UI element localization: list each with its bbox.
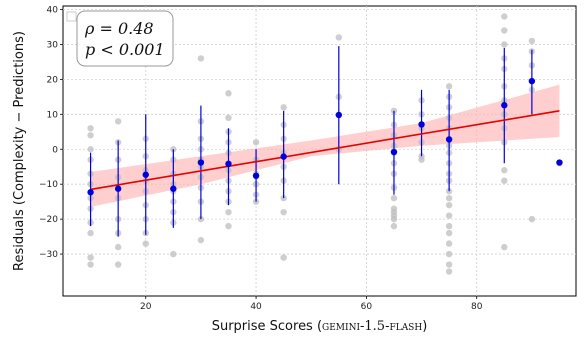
raw-point — [335, 34, 343, 41]
raw-point — [501, 167, 508, 174]
y-tick-label: 20 — [47, 75, 59, 85]
mean-point — [225, 160, 232, 168]
raw-point — [418, 156, 425, 163]
raw-point — [445, 222, 453, 230]
mean-point — [87, 189, 94, 196]
fit-line — [90, 110, 560, 191]
axis-ticks: 20 40 60 80 −30 −20 −10 0 10 20 30 40 — [39, 5, 483, 312]
raw-point — [170, 250, 177, 258]
x-tick-label: 60 — [361, 302, 373, 312]
annotation-frame — [76, 10, 174, 67]
raw-point — [280, 104, 287, 111]
raw-point — [528, 37, 536, 45]
p-value-text: p < 0.001 — [85, 40, 165, 59]
raw-point — [501, 243, 508, 251]
x-axis-title-suffix: ) — [422, 319, 427, 334]
raw-point — [114, 243, 122, 251]
y-axis-title: Residuals (Complexity − Predictions) — [12, 31, 27, 271]
annotation-box: ρ = 0.48 p < 0.001 — [66, 10, 174, 67]
mean-point — [390, 148, 398, 156]
raw-point — [445, 229, 453, 237]
mean-points — [87, 77, 563, 196]
legend-marker — [66, 11, 77, 22]
raw-point — [87, 125, 94, 132]
raw-point — [197, 55, 205, 62]
raw-point — [501, 177, 508, 184]
x-tick-label: 20 — [140, 302, 152, 312]
raw-point — [87, 146, 94, 153]
mean-point — [335, 111, 343, 119]
y-tick-label: −10 — [39, 180, 58, 190]
regression-line — [90, 110, 560, 191]
raw-point — [501, 27, 508, 34]
raw-point — [87, 132, 94, 139]
raw-point — [87, 229, 94, 237]
raw-point — [87, 254, 94, 261]
rho-text: ρ = 0.48 — [84, 19, 154, 38]
mean-point — [418, 121, 425, 128]
mean-point — [252, 172, 260, 180]
x-tick-label: 80 — [471, 302, 483, 312]
raw-point — [142, 240, 149, 247]
raw-point — [445, 261, 453, 268]
y-tick-label: 10 — [47, 110, 59, 120]
y-tick-label: −30 — [39, 250, 58, 260]
raw-point — [114, 118, 122, 125]
x-axis-title-model: gemini-1.5-flash — [322, 319, 422, 334]
y-tick-label: −20 — [39, 215, 58, 225]
raw-point — [280, 254, 287, 261]
mean-point — [142, 171, 149, 178]
y-tick-label: 30 — [47, 40, 59, 50]
mean-point — [280, 153, 287, 160]
raw-point — [225, 90, 232, 97]
mean-point — [501, 102, 508, 109]
mean-point — [445, 136, 453, 143]
mean-point — [528, 77, 536, 85]
x-axis-title: Surprise Scores (gemini-1.5-flash) — [212, 319, 428, 334]
raw-point — [445, 201, 453, 209]
raw-point — [445, 212, 453, 219]
raw-point — [501, 41, 508, 48]
raw-point — [390, 194, 398, 202]
raw-point — [445, 268, 453, 275]
raw-point — [501, 13, 508, 20]
raw-point — [445, 250, 453, 258]
raw-point — [390, 215, 398, 223]
mean-point — [170, 185, 177, 192]
mean-point — [114, 185, 122, 192]
raw-point — [280, 208, 287, 216]
mean-point — [197, 159, 205, 166]
y-tick-label: 40 — [47, 5, 59, 15]
raw-point — [197, 236, 205, 244]
raw-point — [445, 194, 453, 202]
raw-point — [445, 240, 453, 247]
raw-point — [390, 222, 398, 230]
mean-point — [556, 159, 563, 166]
raw-point — [225, 222, 232, 230]
raw-point — [114, 261, 122, 268]
raw-point — [252, 139, 260, 146]
raw-point — [528, 215, 536, 223]
x-tick-label: 40 — [250, 302, 262, 312]
confidence-band-area — [90, 84, 560, 207]
raw-point — [87, 261, 94, 268]
raw-point — [225, 208, 232, 216]
x-axis-title-prefix: Surprise Scores ( — [212, 319, 322, 334]
confidence-band — [90, 84, 560, 207]
raw-point — [445, 83, 453, 90]
raw-point — [225, 114, 232, 122]
y-tick-label: 0 — [52, 145, 58, 155]
